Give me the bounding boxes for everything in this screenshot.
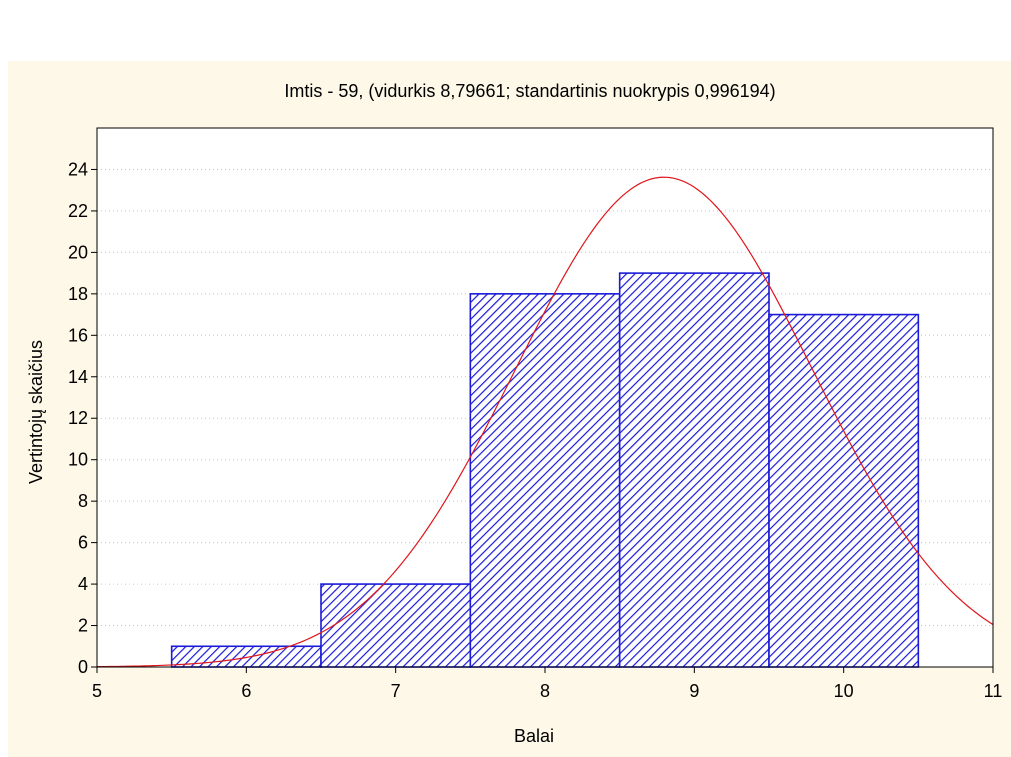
y-tick-label: 14: [68, 367, 88, 387]
chart-title: Imtis - 59, (vidurkis 8,79661; standarti…: [284, 81, 775, 101]
y-tick-label: 20: [68, 242, 88, 262]
histogram-bar: [618, 272, 770, 668]
x-axis-title: Balai: [514, 726, 554, 746]
y-axis-title: Vertintojų skaičius: [26, 340, 46, 484]
y-tick-label: 2: [78, 616, 88, 636]
y-tick-label: 4: [78, 574, 88, 594]
y-tick-label: 18: [68, 284, 88, 304]
y-tick-label: 12: [68, 408, 88, 428]
y-tick-label: 16: [68, 325, 88, 345]
x-tick-label: 10: [834, 681, 854, 701]
normal-curve: [96, 176, 994, 668]
histogram-bar: [320, 583, 472, 668]
y-tick-label: 0: [78, 657, 88, 677]
y-tick-label: 24: [68, 159, 88, 179]
y-tick-label: 6: [78, 533, 88, 553]
y-tick-label: 10: [68, 450, 88, 470]
normal-curve-layer: [96, 176, 994, 668]
x-tick-label: 5: [92, 681, 102, 701]
histogram-bar: [768, 313, 920, 668]
x-tick-label: 11: [984, 681, 1003, 701]
histogram-bar: [469, 293, 621, 668]
x-axis-ticks: 5 6 7 8 9 10 11: [92, 667, 1002, 701]
y-tick-label: 8: [78, 491, 88, 511]
x-tick-label: 8: [540, 681, 550, 701]
histogram-bars: [170, 272, 920, 668]
x-tick-label: 9: [689, 681, 699, 701]
y-tick-label: 22: [68, 201, 88, 221]
x-tick-label: 6: [241, 681, 251, 701]
x-tick-label: 7: [391, 681, 401, 701]
